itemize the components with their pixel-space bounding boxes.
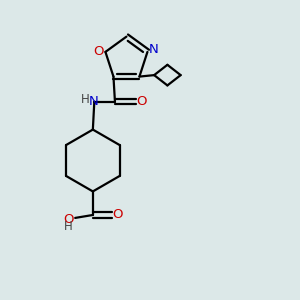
Text: O: O [136,95,147,108]
Text: O: O [94,45,104,58]
Text: H: H [64,220,73,233]
Text: N: N [148,43,158,56]
Text: N: N [88,94,98,107]
Text: H: H [81,93,90,106]
Text: O: O [64,213,74,226]
Text: O: O [112,208,123,220]
